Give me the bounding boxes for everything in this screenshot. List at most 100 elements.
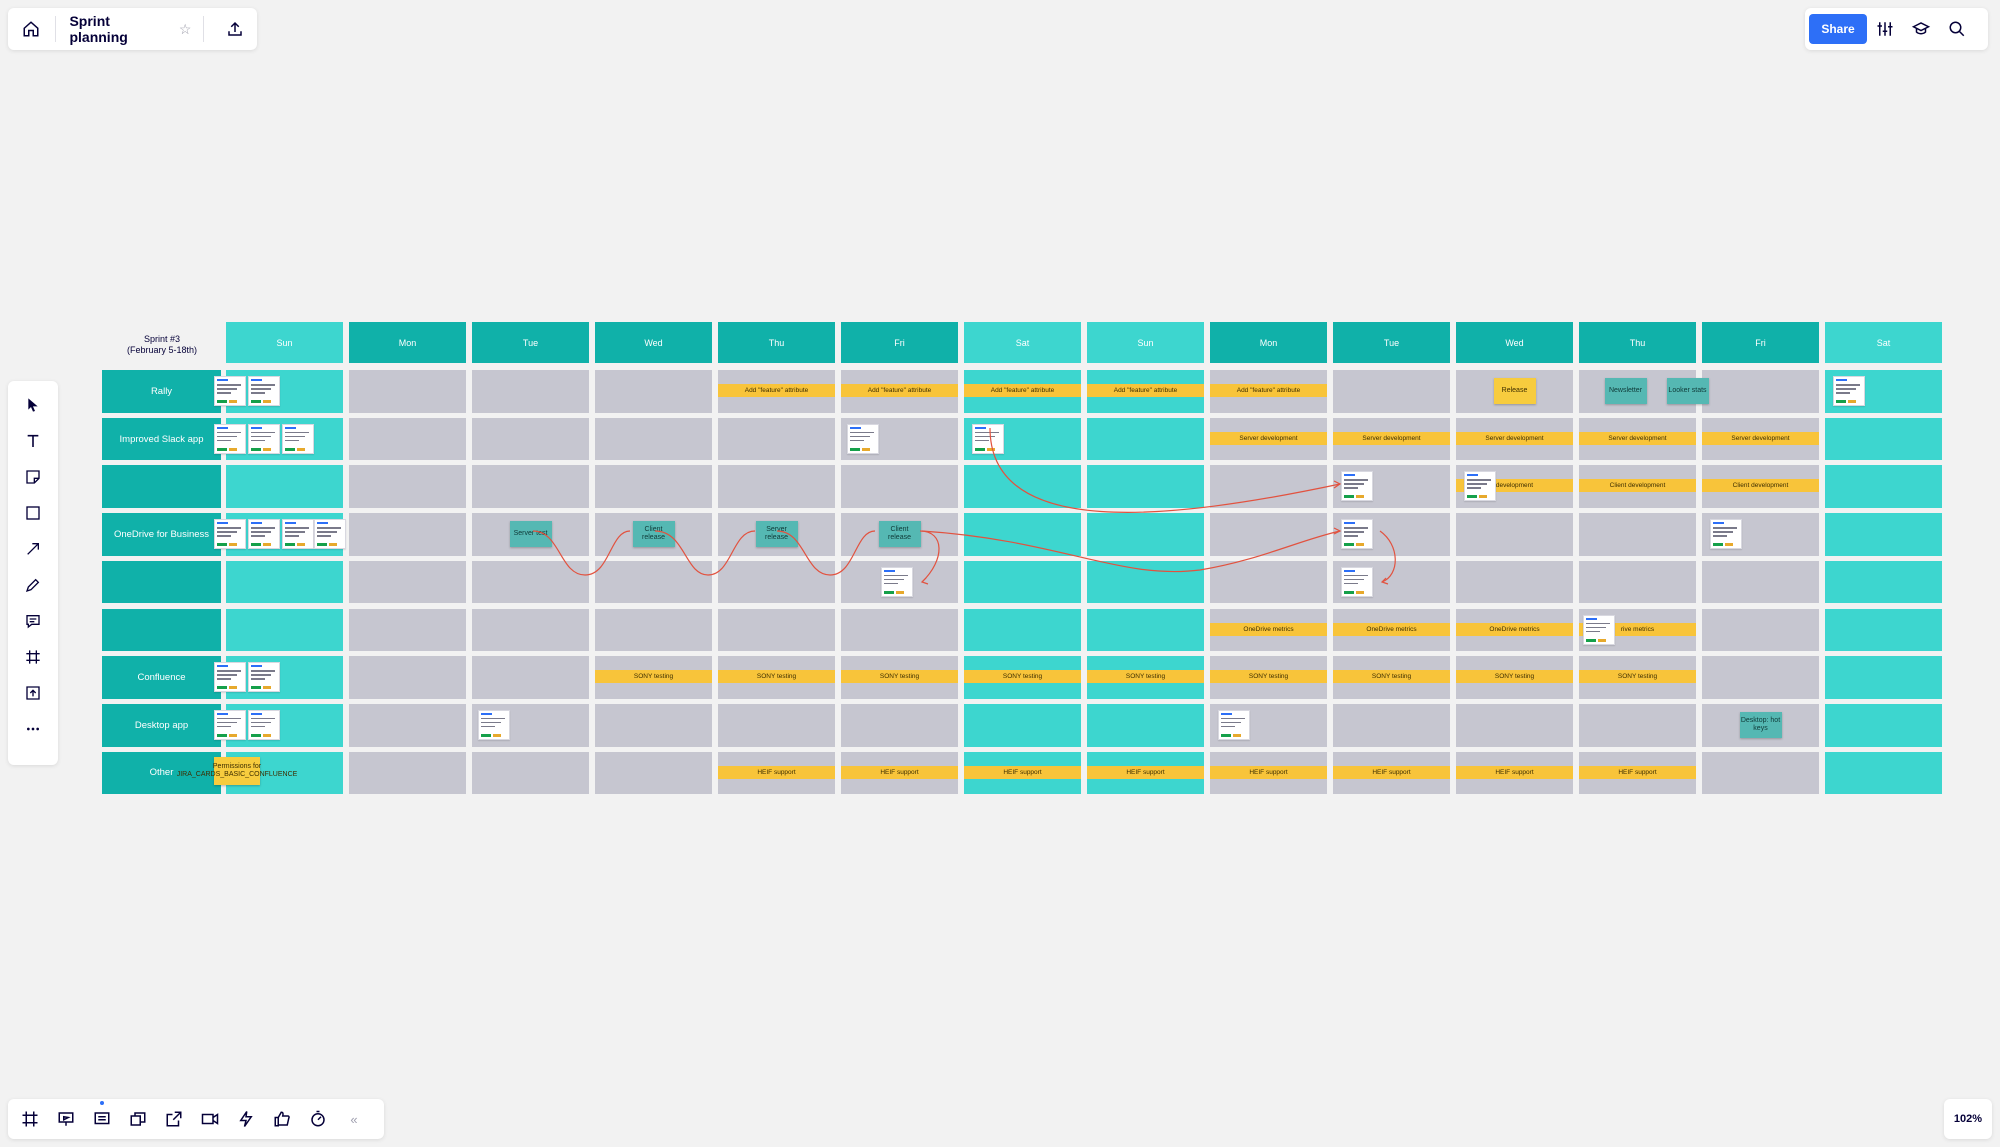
grid-cell[interactable] — [1702, 656, 1819, 699]
grid-cell[interactable] — [349, 465, 466, 509]
task-bar[interactable]: SONY testing — [1210, 670, 1327, 684]
jira-card[interactable] — [314, 519, 346, 550]
jira-card[interactable] — [214, 376, 246, 406]
jira-card[interactable] — [248, 423, 280, 454]
grid-cell[interactable] — [1825, 703, 1942, 747]
sticky-note[interactable]: Newsletter — [1604, 378, 1647, 404]
jira-card[interactable] — [1341, 471, 1373, 502]
grid-cell[interactable] — [964, 465, 1081, 509]
task-bar[interactable]: OneDrive metrics — [1210, 622, 1327, 636]
grid-cell[interactable] — [1333, 703, 1450, 747]
grid-cell[interactable] — [1087, 513, 1204, 556]
task-bar[interactable]: Client development — [1702, 479, 1819, 493]
grid-cell[interactable] — [226, 560, 343, 604]
grid-cell[interactable] — [1825, 751, 1942, 795]
grid-cell[interactable] — [841, 703, 958, 747]
task-bar[interactable]: OneDrive metrics — [1333, 622, 1450, 636]
task-bar[interactable]: HEIF support — [1333, 765, 1450, 779]
grid-cell[interactable] — [1825, 560, 1942, 604]
task-bar[interactable]: HEIF support — [841, 765, 958, 779]
grid-cell[interactable] — [595, 703, 712, 747]
grid-cell[interactable] — [964, 608, 1081, 652]
settings-button[interactable] — [1867, 8, 1903, 50]
grid-cell[interactable] — [1579, 560, 1696, 604]
grid-cell[interactable] — [349, 751, 466, 795]
task-bar[interactable]: HEIF support — [1456, 765, 1573, 779]
jira-card[interactable] — [881, 566, 913, 597]
grid-cell[interactable] — [1087, 417, 1204, 461]
task-bar[interactable]: Server development — [1579, 431, 1696, 445]
task-bar[interactable]: Client development — [1579, 479, 1696, 493]
learning-button[interactable] — [1903, 8, 1939, 50]
jira-card[interactable] — [248, 709, 280, 740]
jira-card[interactable] — [847, 423, 879, 454]
jira-card[interactable] — [214, 709, 246, 740]
jira-card[interactable] — [214, 519, 246, 550]
task-bar[interactable]: Add "feature" attribute — [841, 384, 958, 397]
task-bar[interactable]: HEIF support — [718, 765, 835, 779]
jira-card[interactable] — [1710, 519, 1742, 550]
board-title[interactable]: Sprint planning — [69, 13, 128, 45]
connection-line-tool[interactable] — [8, 531, 58, 567]
jira-card[interactable] — [282, 423, 314, 454]
grid-cell[interactable] — [1825, 417, 1942, 461]
comment-tool[interactable] — [8, 603, 58, 639]
grid-cell[interactable] — [1579, 513, 1696, 556]
pen-tool[interactable] — [8, 567, 58, 603]
grid-cell[interactable] — [349, 608, 466, 652]
grid-cell[interactable] — [472, 417, 589, 461]
task-bar[interactable]: Server development — [1210, 431, 1327, 445]
grid-cell[interactable] — [1087, 608, 1204, 652]
grid-cell[interactable] — [472, 608, 589, 652]
task-bar[interactable]: Add "feature" attribute — [964, 384, 1081, 397]
task-bar[interactable]: Add "feature" attribute — [1210, 384, 1327, 397]
grid-cell[interactable] — [349, 417, 466, 461]
home-button[interactable] — [8, 8, 55, 50]
sticky-note[interactable]: Desktop: hot keys — [1739, 711, 1782, 738]
frames-button[interactable] — [12, 1099, 48, 1139]
jira-card[interactable] — [1464, 471, 1496, 502]
jira-card[interactable] — [248, 519, 280, 550]
task-bar[interactable]: SONY testing — [841, 670, 958, 684]
task-bar[interactable]: SONY testing — [595, 670, 712, 684]
upload-tool[interactable] — [8, 675, 58, 711]
task-bar[interactable]: Server development — [1702, 431, 1819, 445]
task-bar[interactable]: HEIF support — [964, 765, 1081, 779]
grid-cell[interactable] — [718, 465, 835, 509]
grid-cell[interactable] — [1456, 513, 1573, 556]
grid-cell[interactable] — [1702, 560, 1819, 604]
grid-cell[interactable] — [1825, 608, 1942, 652]
grid-cell[interactable] — [1087, 560, 1204, 604]
grid-cell[interactable] — [1702, 370, 1819, 413]
grid-cell[interactable] — [595, 608, 712, 652]
shape-tool[interactable] — [8, 495, 58, 531]
task-bar[interactable]: Add "feature" attribute — [1087, 384, 1204, 397]
grid-cell[interactable] — [718, 608, 835, 652]
jira-card[interactable] — [972, 423, 1004, 454]
activity-button[interactable] — [228, 1099, 264, 1139]
frame-tool[interactable] — [8, 639, 58, 675]
grid-cell[interactable] — [718, 703, 835, 747]
grid-cell[interactable] — [1825, 465, 1942, 509]
grid-cell[interactable] — [349, 513, 466, 556]
jira-card[interactable] — [1583, 614, 1615, 645]
jira-card[interactable] — [248, 376, 280, 406]
export-button[interactable] — [212, 8, 257, 50]
sticky-note[interactable]: Client release — [632, 521, 675, 548]
grid-cell[interactable] — [964, 703, 1081, 747]
task-bar[interactable]: Add "feature" attribute — [718, 384, 835, 397]
grid-cell[interactable] — [349, 370, 466, 413]
grid-cell[interactable] — [349, 656, 466, 699]
task-bar[interactable]: OneDrive metrics — [1456, 622, 1573, 636]
select-tool[interactable] — [8, 387, 58, 423]
sticky-note[interactable]: Release — [1493, 378, 1536, 404]
jira-card[interactable] — [1218, 709, 1250, 740]
grid-cell[interactable] — [1702, 608, 1819, 652]
grid-cell[interactable] — [226, 465, 343, 509]
more-tools-button[interactable] — [8, 711, 58, 747]
grid-cell[interactable] — [964, 560, 1081, 604]
task-bar[interactable]: Server development — [1333, 431, 1450, 445]
task-bar[interactable]: HEIF support — [1210, 765, 1327, 779]
jira-card[interactable] — [282, 519, 314, 550]
